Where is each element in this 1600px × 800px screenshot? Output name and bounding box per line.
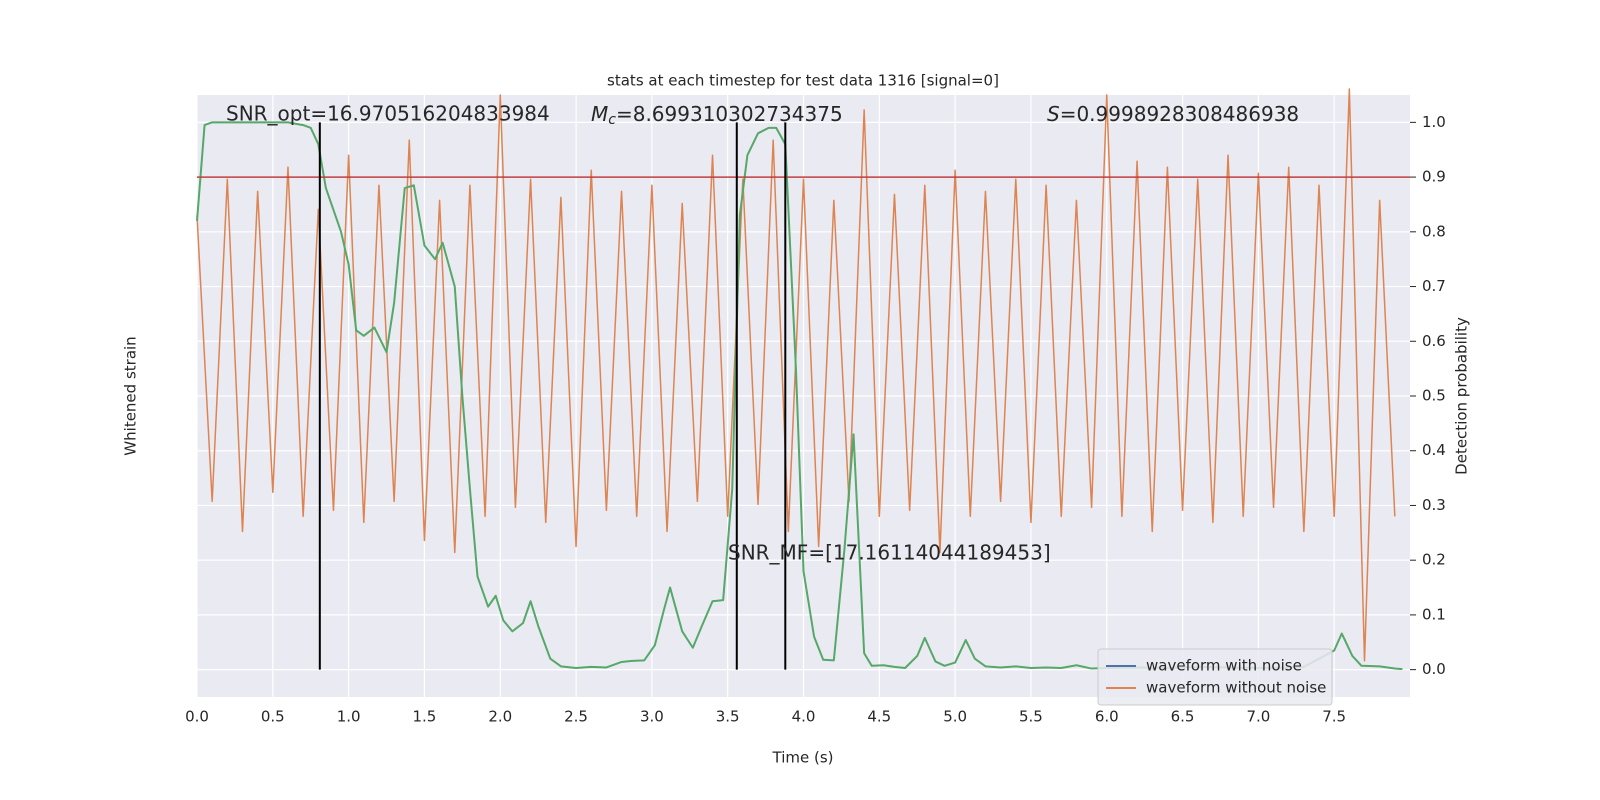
y2-tick-label: 0.6 xyxy=(1422,332,1446,350)
x-tick-label: 2.5 xyxy=(564,708,588,726)
y2-tick-label: 1.0 xyxy=(1422,113,1446,131)
legend-box xyxy=(1097,648,1333,706)
legend-label: waveform without noise xyxy=(1146,679,1326,697)
annotation-text: =8.699310302734375 xyxy=(616,102,843,126)
x-tick-label: 0.0 xyxy=(185,708,209,726)
annotation: SNR_opt=16.970516204833984 xyxy=(226,102,550,126)
x-tick-label: 3.0 xyxy=(640,708,664,726)
x-axis-label: Time (s) xyxy=(772,749,834,767)
annotation-symbol: S xyxy=(1047,102,1060,126)
x-tick-label: 3.5 xyxy=(716,708,740,726)
y2-tick-label: 0.4 xyxy=(1422,441,1446,459)
y2-tick-label: 0.8 xyxy=(1422,222,1446,240)
y2-tick-label: 0.1 xyxy=(1422,605,1446,623)
legend-label: waveform with noise xyxy=(1146,657,1302,675)
annotation-symbol: M xyxy=(591,102,608,126)
y2-axis-label: Detection probability xyxy=(1453,317,1471,475)
x-tick-label: 7.5 xyxy=(1322,708,1346,726)
chart-title: stats at each timestep for test data 131… xyxy=(607,72,999,90)
x-tick-label: 6.5 xyxy=(1171,708,1195,726)
y2-tick-label: 0.2 xyxy=(1422,551,1446,569)
x-tick-label: 5.5 xyxy=(1019,708,1043,726)
annotation-subscript: c xyxy=(608,112,616,128)
series-line xyxy=(196,121,1403,671)
x-tick-label: 7.0 xyxy=(1246,708,1270,726)
x-tick-label: 1.0 xyxy=(337,708,361,726)
annotation: Mc=8.699310302734375 xyxy=(591,102,843,129)
y2-tick-label: 0.3 xyxy=(1422,496,1446,514)
x-tick-label: 5.0 xyxy=(943,708,967,726)
marks xyxy=(196,88,1410,671)
y2-tick-label: 0.7 xyxy=(1422,277,1446,295)
y-axis-label: Whitened strain xyxy=(122,336,140,455)
x-tick-label: 4.5 xyxy=(867,708,891,726)
x-tick-label: 6.0 xyxy=(1095,708,1119,726)
y2-tick-label: 0.5 xyxy=(1422,387,1446,405)
legend: waveform with noise waveform without nois… xyxy=(1097,648,1333,706)
annotation: S=0.9998928308486938 xyxy=(1047,102,1299,126)
x-tick-label: 1.5 xyxy=(413,708,437,726)
y2-tick-label: 0.0 xyxy=(1422,660,1446,678)
annotation-text: =0.9998928308486938 xyxy=(1060,102,1299,126)
x-tick-label: 4.0 xyxy=(792,708,816,726)
annotation: SNR_MF=[17.16114044189453] xyxy=(728,541,1051,565)
x-tick-label: 0.5 xyxy=(261,708,285,726)
y2-tick-label: 0.9 xyxy=(1422,168,1446,186)
x-tick-label: 2.0 xyxy=(488,708,512,726)
